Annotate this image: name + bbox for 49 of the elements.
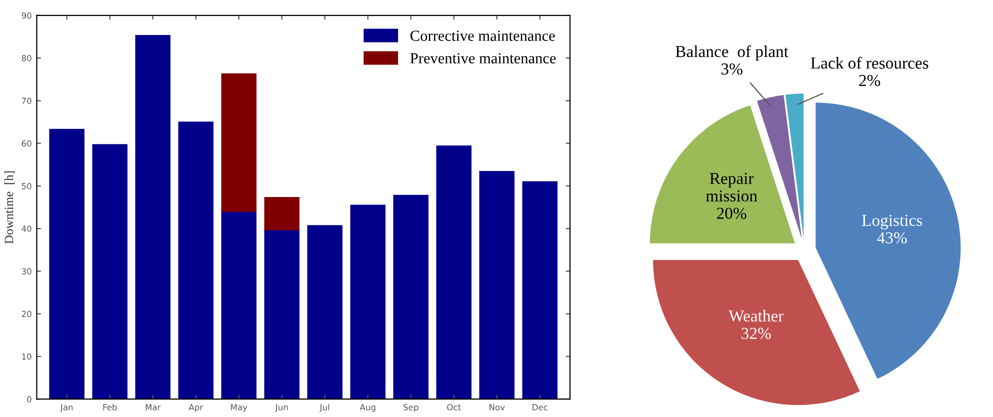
y-tick-label: 50 xyxy=(22,182,32,190)
x-tick-label: Jun xyxy=(274,404,288,412)
x-tick-label: Apr xyxy=(188,404,204,412)
data-label: 32% xyxy=(742,328,771,340)
bar xyxy=(307,225,342,400)
bar xyxy=(135,35,170,400)
bar xyxy=(221,73,256,212)
legend-label: Preventive maintenance xyxy=(410,53,556,64)
slice-label: Lack of resources xyxy=(810,56,928,69)
bar xyxy=(178,122,214,400)
bar xyxy=(393,194,428,400)
data-label: 2% xyxy=(859,74,880,86)
y-tick-label: 30 xyxy=(22,268,32,274)
x-tick-label: May xyxy=(231,404,248,412)
bar xyxy=(264,229,300,400)
x-tick-label: Feb xyxy=(103,404,117,410)
y-tick-label: 40 xyxy=(22,226,32,232)
x-tick-label: Jul xyxy=(319,404,330,412)
x-tick-label: Jan xyxy=(60,404,73,412)
legend-label: Corrective maintenance xyxy=(410,30,555,41)
y-tick-label: 10 xyxy=(22,353,32,360)
bar xyxy=(350,204,386,400)
x-tick-label: Dec xyxy=(532,404,548,410)
y-tick-label: 20 xyxy=(22,310,32,318)
y-tick-label: 70 xyxy=(22,98,32,104)
y-tick-label: 90 xyxy=(22,12,32,19)
bar xyxy=(92,144,128,400)
y-tick-label: 0 xyxy=(27,396,32,402)
bar xyxy=(49,128,84,400)
x-tick-label: Oct xyxy=(447,404,461,410)
slice-label: Weather xyxy=(728,310,784,322)
data-label: 43% xyxy=(877,232,907,244)
y-axis-title: Downtime [h] xyxy=(4,171,15,244)
y-tick-label: 60 xyxy=(22,140,32,147)
data-label: 3% xyxy=(721,63,742,75)
slice-label: Balance of plant xyxy=(676,45,788,61)
x-tick-label: Nov xyxy=(490,404,505,410)
bar xyxy=(436,145,472,400)
bar xyxy=(479,171,514,400)
data-label: 20% xyxy=(717,208,746,219)
x-tick-label: Sep xyxy=(404,404,418,412)
slice-label: Repair mission xyxy=(706,172,758,202)
y-tick-label: 80 xyxy=(22,55,32,62)
bar xyxy=(221,211,256,400)
bar xyxy=(264,197,300,230)
bar xyxy=(522,181,558,400)
x-tick-label: Mar xyxy=(146,404,161,410)
slice-label: Logistics xyxy=(862,214,922,230)
x-tick-label: Aug xyxy=(360,404,376,412)
